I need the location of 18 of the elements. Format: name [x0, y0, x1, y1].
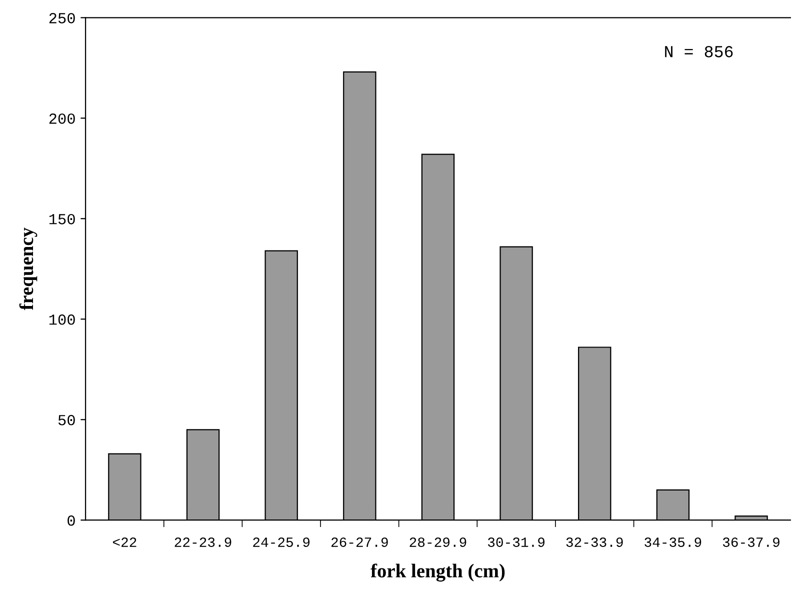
y-tick-label: 150	[49, 214, 75, 224]
annotation: N = 856	[665, 46, 733, 58]
x-axis-title: fork length (cm)	[370, 564, 505, 582]
y-tick-label: 100	[49, 314, 75, 325]
x-tick-label: 34-35.9	[644, 538, 702, 547]
x-tick-label: 24-25.9	[253, 538, 310, 547]
x-tick-label: 28-29.9	[410, 538, 466, 547]
x-tick-label: 32-33.9	[566, 538, 623, 547]
x-tick-label: 36-37.9	[722, 538, 780, 547]
x-tick-label: 22-23.9	[174, 538, 232, 547]
x-tick-label: <22	[112, 538, 136, 547]
y-tick-label: 200	[49, 113, 75, 124]
y-tick-label: 50	[58, 414, 75, 426]
x-tick-label: 30-31.9	[488, 538, 544, 547]
x-tick-label: 26-27.9	[331, 538, 388, 547]
y-axis-title: frequency	[19, 228, 38, 310]
y-tick-label: 0	[68, 515, 75, 526]
y-tick-label: 250	[49, 12, 75, 24]
